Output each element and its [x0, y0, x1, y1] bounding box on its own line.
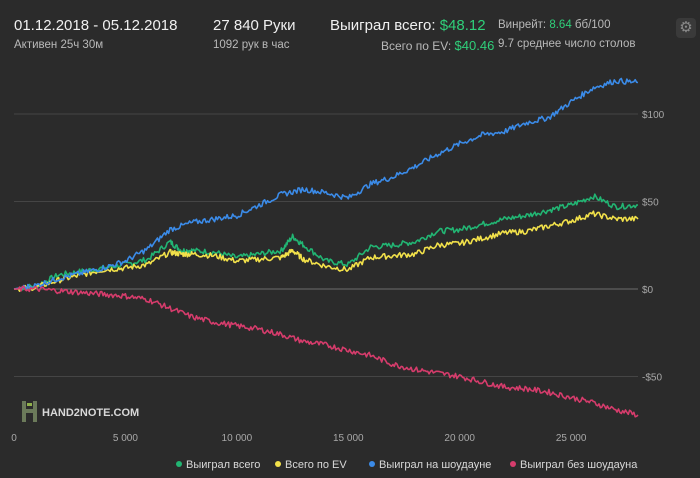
gear-icon[interactable]: ⚙ — [676, 18, 696, 38]
legend-label: Выиграл на шоудауне — [379, 459, 492, 471]
x-tick-label: 15 000 — [333, 433, 364, 444]
x-tick-label: 5 000 — [113, 433, 138, 444]
winrate: Винрейт: 8.64 бб/100 — [498, 19, 610, 31]
won-total-label: Выиграл всего: — [330, 17, 436, 34]
ev-label: Всего по EV: — [381, 39, 452, 53]
legend-dot — [275, 461, 281, 467]
avg-tables: 9.7 среднее число столов — [498, 38, 636, 50]
chart-grid: $100 $50 $0 -$50 — [14, 110, 665, 384]
hands-per-hour: 1092 рук в час — [213, 39, 290, 51]
x-tick-label: 0 — [11, 433, 17, 444]
y-tick-label: $50 — [642, 198, 659, 209]
series-line-0 — [13, 193, 639, 291]
logo-text: HAND2NOTE.COM — [42, 407, 139, 419]
legend-label: Выиграл без шоудауна — [520, 459, 638, 471]
legend-item-won-total: Выиграл всего — [176, 459, 260, 471]
series-line-1 — [13, 210, 639, 293]
won-total: Выиграл всего: $48.12 — [330, 17, 486, 34]
winrate-value: 8.64 — [549, 19, 572, 31]
date-range: 01.12.2018 - 05.12.2018 — [14, 17, 178, 34]
x-tick-label: 20 000 — [444, 433, 475, 444]
y-tick-label: $0 — [642, 285, 654, 296]
legend-dot — [369, 461, 375, 467]
legend-label: Всего по EV — [285, 459, 347, 471]
legend-label: Выиграл всего — [186, 459, 261, 471]
hands-count: 27 840 Руки — [213, 17, 296, 34]
ev-total: Всего по EV: $40.46 — [381, 38, 494, 53]
y-tick-label: -$50 — [642, 373, 662, 384]
legend-dot — [176, 461, 182, 467]
series-line-3 — [14, 285, 639, 418]
legend-item-non-showdown: Выиграл без шоудауна — [510, 459, 637, 471]
won-total-value: $48.12 — [439, 17, 486, 34]
legend-item-ev: Всего по EV — [275, 459, 347, 471]
hand2note-logo: HAND2NOTE.COM — [22, 401, 139, 422]
active-time: Активен 25ч 30м — [14, 39, 104, 51]
legend-item-showdown: Выиграл на шоудауне — [369, 459, 491, 471]
winrate-label: Винрейт: — [498, 19, 547, 31]
winrate-unit: бб/100 — [574, 19, 611, 31]
x-tick-label: 10 000 — [222, 433, 253, 444]
legend-dot — [510, 461, 516, 467]
x-tick-label: 25 000 — [556, 433, 587, 444]
y-tick-label: $100 — [642, 110, 665, 121]
ev-value: $40.46 — [454, 38, 495, 53]
series-line-2 — [13, 77, 639, 290]
